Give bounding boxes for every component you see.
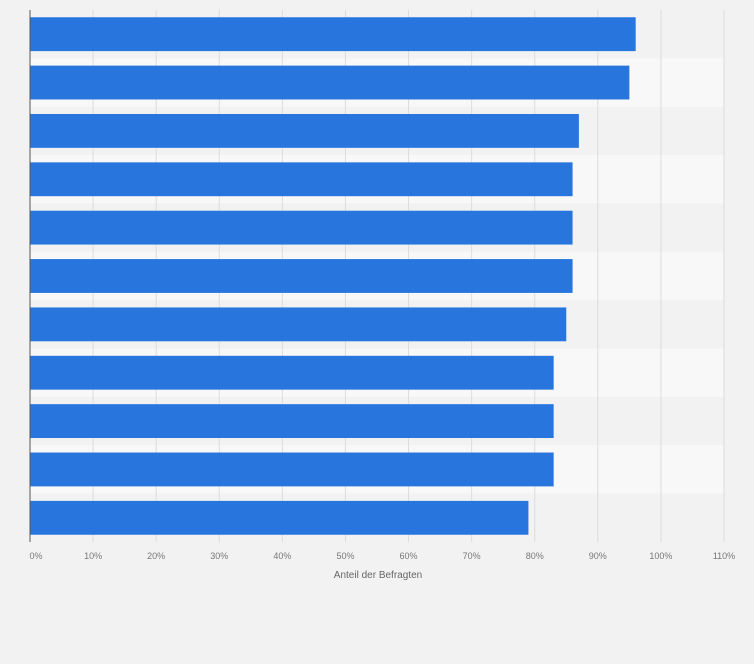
- bar[interactable]: [30, 307, 567, 342]
- bar[interactable]: [30, 259, 573, 293]
- bar[interactable]: [30, 113, 579, 148]
- x-tick-label: 110%: [713, 551, 735, 561]
- x-tick-label: 20%: [147, 551, 165, 561]
- bar[interactable]: [30, 500, 529, 535]
- x-tick-label: 30%: [210, 551, 228, 561]
- x-axis-title: Anteil der Befragten: [334, 570, 422, 581]
- x-tick-label: 10%: [84, 551, 102, 561]
- bar[interactable]: [30, 210, 573, 245]
- x-tick-labels: 0% 10% 20% 30% 40% 50% 60% 70% 80% 90% 100% 110%: [29, 551, 735, 561]
- bar[interactable]: [30, 162, 573, 197]
- bar[interactable]: [30, 404, 554, 439]
- bar[interactable]: [30, 17, 636, 52]
- x-tick-label: 50%: [336, 551, 354, 561]
- x-tick-label: 40%: [273, 551, 291, 561]
- bar[interactable]: [30, 452, 554, 487]
- x-tick-label: 60%: [400, 551, 418, 561]
- x-tick-label: 90%: [589, 551, 607, 561]
- x-tick-label: 100%: [649, 551, 672, 561]
- bar[interactable]: [30, 65, 630, 100]
- x-tick-label: 70%: [463, 551, 481, 561]
- bars: [30, 17, 636, 535]
- bar[interactable]: [30, 355, 554, 390]
- x-tick-label: 0%: [29, 551, 42, 561]
- x-tick-label: 80%: [526, 551, 544, 561]
